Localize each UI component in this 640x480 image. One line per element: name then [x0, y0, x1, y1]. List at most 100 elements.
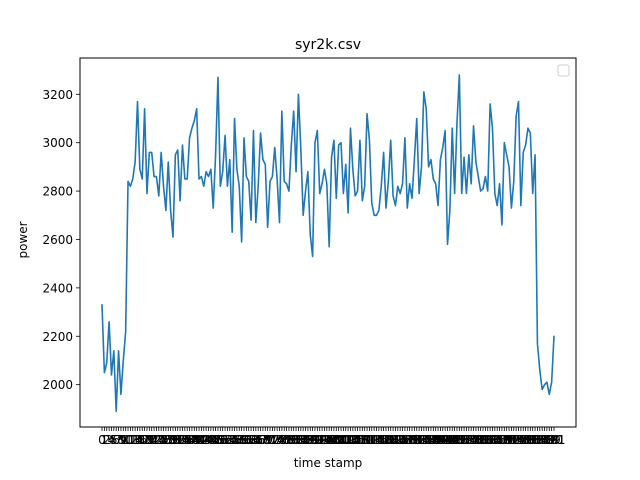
x-tick-label: 158: [464, 433, 487, 447]
x-tick-label: 78: [279, 433, 294, 447]
x-tick-label: 34: [175, 433, 190, 447]
x-tick-label: 90: [307, 433, 322, 447]
x-tick-label: 63: [243, 433, 258, 447]
x-tick-label: 27: [158, 433, 173, 447]
x-tick-label: 167: [486, 433, 509, 447]
x-tick-label: 68: [255, 433, 270, 447]
x-tick-label: 105: [339, 433, 362, 447]
x-tick-label: 61: [239, 433, 254, 447]
x-tick-label: 58: [232, 433, 247, 447]
x-tick-label: 87: [300, 433, 315, 447]
x-tick-label: 72: [265, 433, 280, 447]
x-tick-label: 47: [206, 433, 221, 447]
x-tick-label: 162: [474, 433, 497, 447]
x-tick-label: 156: [460, 433, 483, 447]
x-tick-label: 97: [324, 433, 339, 447]
chart-title: syr2k.csv: [295, 37, 361, 53]
y-tick-label: 3000: [42, 136, 73, 150]
x-tick-label: 113: [358, 433, 381, 447]
x-tick-label: 79: [281, 433, 296, 447]
x-tick-label: 181: [519, 433, 542, 447]
x-tick-label: 75: [272, 433, 287, 447]
x-tick-label: 174: [502, 433, 525, 447]
x-tick-label: 134: [408, 433, 431, 447]
x-tick-label: 40: [189, 433, 204, 447]
x-tick-label: 170: [493, 433, 516, 447]
x-tick-label: 112: [356, 433, 379, 447]
x-tick-label: 26: [156, 433, 171, 447]
x-tick-label: 151: [448, 433, 471, 447]
x-tick-label: 179: [514, 433, 537, 447]
x-tick-label: 24: [151, 433, 166, 447]
x-tick-label: 31: [168, 433, 183, 447]
x-tick-label: 65: [248, 433, 263, 447]
x-tick-label: 189: [538, 433, 561, 447]
x-tick-label: 152: [450, 433, 473, 447]
x-tick-label: 173: [500, 433, 523, 447]
x-tick-label: 115: [363, 433, 386, 447]
x-tick-label: 88: [303, 433, 318, 447]
x-tick-label: 62: [241, 433, 256, 447]
y-tick-label: 2600: [42, 233, 73, 247]
x-tick-label: 122: [379, 433, 402, 447]
x-tick-label: 71: [262, 433, 277, 447]
x-tick-label: 44: [198, 433, 213, 447]
x-tick-label: 160: [469, 433, 492, 447]
x-tick-label: 128: [393, 433, 416, 447]
x-tick-label: 18: [137, 433, 152, 447]
x-tick-label: 182: [521, 433, 544, 447]
x-tick-label: 80: [284, 433, 299, 447]
x-tick-label: 12: [123, 433, 138, 447]
x-tick-label: 57: [229, 433, 244, 447]
x-tick-label: 187: [533, 433, 556, 447]
y-tick-label: 2200: [42, 330, 73, 344]
x-tick-label: 177: [509, 433, 532, 447]
x-tick-label: 60: [236, 433, 251, 447]
x-tick-label: 86: [298, 433, 313, 447]
x-tick-label: 118: [370, 433, 393, 447]
y-axis: 2000 2200 2400 2600 2800 3000 3200: [42, 88, 80, 392]
x-tick-label: 146: [436, 433, 459, 447]
x-axis: 0123456789101112131415161718192021222324…: [98, 427, 565, 447]
x-tick-label: 132: [403, 433, 426, 447]
x-tick-label: 135: [410, 433, 433, 447]
x-tick-label: 147: [438, 433, 461, 447]
x-tick-label: 38: [184, 433, 199, 447]
x-tick-label: 106: [341, 433, 364, 447]
x-tick-label: 136: [412, 433, 435, 447]
x-tick-label: 109: [348, 433, 371, 447]
x-tick-label: 50: [213, 433, 228, 447]
x-tick-label: 172: [498, 433, 521, 447]
x-tick-label: 142: [427, 433, 450, 447]
x-tick-label: 102: [332, 433, 355, 447]
x-tick-label: 125: [386, 433, 409, 447]
x-tick-label: 110: [351, 433, 374, 447]
x-tick-label: 29: [163, 433, 178, 447]
x-tick-label: 191: [543, 433, 566, 447]
x-tick-label: 145: [434, 433, 457, 447]
x-axis-label: time stamp: [294, 456, 363, 470]
x-tick-label: 168: [488, 433, 511, 447]
series-line: [101, 74, 555, 413]
x-tick-label: 74: [269, 433, 284, 447]
x-tick-label: 19: [139, 433, 154, 447]
x-tick-label: 153: [453, 433, 476, 447]
x-tick-label: 77: [277, 433, 292, 447]
x-tick-label: 103: [334, 433, 357, 447]
x-tick-label: 73: [267, 433, 282, 447]
y-tick-label: 2000: [42, 378, 73, 392]
x-tick-label: 49: [210, 433, 225, 447]
x-tick-label: 8: [117, 433, 125, 447]
x-tick-label: 20: [142, 433, 157, 447]
x-tick-label: 188: [535, 433, 558, 447]
y-tick-label: 3200: [42, 88, 73, 102]
x-tick-label: 116: [365, 433, 388, 447]
x-tick-label: 93: [314, 433, 329, 447]
x-tick-label: 148: [441, 433, 464, 447]
x-tick-label: 143: [429, 433, 452, 447]
x-tick-label: 157: [462, 433, 485, 447]
x-tick-label: 81: [286, 433, 301, 447]
x-tick-label: 166: [483, 433, 506, 447]
x-tick-label: 11: [120, 433, 135, 447]
